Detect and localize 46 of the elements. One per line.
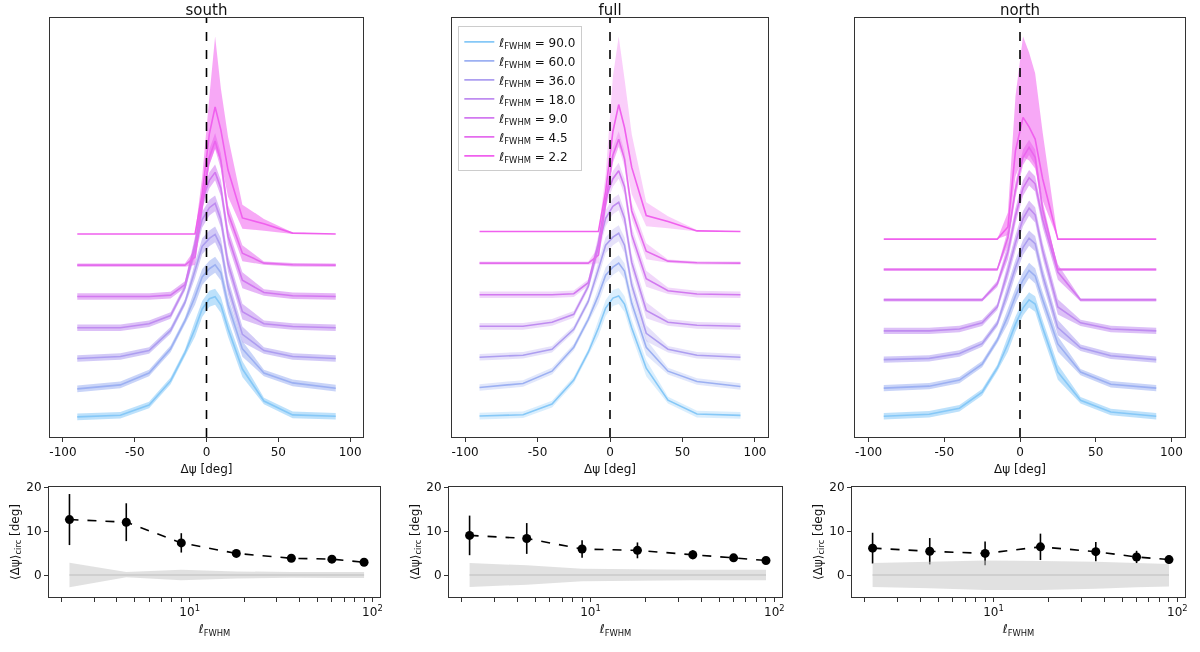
legend-label: ℓ$_{FWHM}$ = 9.0: [498, 111, 568, 128]
legend-label: ℓ$_{FWHM}$ = 18.0: [498, 92, 576, 109]
x-tick-label: 10$^{2}$: [1167, 603, 1188, 620]
x-tick-label: -50: [124, 445, 145, 460]
x-axis-title: Δψ [deg]: [994, 462, 1046, 477]
x-axis-title: ℓ$_{FWHM}$: [1001, 622, 1035, 638]
x-tick-label: -100: [855, 445, 883, 460]
x-tick-label: 0: [202, 445, 211, 460]
x-tick-label: 10$^{1}$: [983, 603, 1004, 620]
x-tick-label: 50: [674, 445, 691, 460]
legend-label: ℓ$_{FWHM}$ = 60.0: [498, 54, 576, 71]
x-tick-label: 10$^{1}$: [179, 603, 200, 620]
x-tick-label: 0: [606, 445, 614, 460]
y-tick-label: 0: [33, 568, 42, 583]
x-tick-label: 0: [1016, 445, 1024, 460]
y-tick-label: 20: [829, 480, 845, 495]
x-tick-label: 50: [1088, 445, 1104, 460]
x-tick-label: -50: [527, 445, 548, 460]
x-tick-label: 10$^{2}$: [362, 603, 383, 620]
legend-label: ℓ$_{FWHM}$ = 90.0: [498, 35, 576, 52]
y-tick-label: 10: [426, 524, 442, 539]
x-tick-label: 100: [743, 445, 767, 460]
legend-label: ℓ$_{FWHM}$ = 4.5: [498, 130, 568, 147]
chart-title: full: [598, 1, 622, 19]
x-axis-title: ℓ$_{FWHM}$: [598, 622, 632, 638]
x-tick-label: 50: [270, 445, 286, 460]
legend-label: ℓ$_{FWHM}$ = 2.2: [498, 149, 568, 166]
x-axis-title: Δψ [deg]: [584, 462, 636, 477]
y-tick-label: 10: [26, 524, 42, 539]
x-tick-label: -100: [451, 445, 479, 460]
chart-title: south: [185, 1, 228, 19]
legend-label: ℓ$_{FWHM}$ = 36.0: [498, 73, 576, 90]
y-tick-label: 0: [433, 568, 442, 583]
chart-title: north: [999, 1, 1041, 19]
y-tick-label: 20: [26, 480, 42, 495]
x-tick-label: -100: [49, 445, 77, 460]
x-tick-label: 10$^{2}$: [764, 603, 785, 620]
x-axis-title: ℓ$_{FWHM}$: [197, 622, 231, 638]
y-tick-label: 10: [829, 524, 845, 539]
x-tick-label: 100: [1159, 445, 1183, 460]
x-tick-label: 10$^{1}$: [580, 603, 601, 620]
y-tick-label: 0: [836, 568, 845, 583]
y-tick-label: 20: [426, 480, 442, 495]
x-tick-label: -50: [934, 445, 955, 460]
x-tick-label: 100: [338, 445, 362, 460]
x-axis-title: Δψ [deg]: [180, 462, 233, 477]
